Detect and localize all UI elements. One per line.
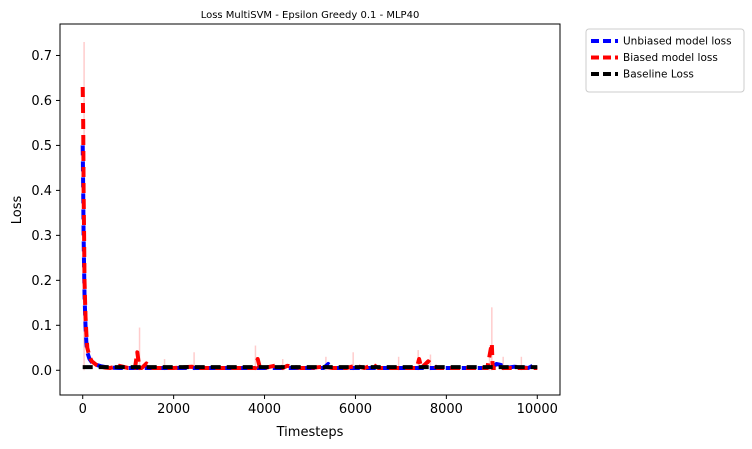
plot-frame bbox=[59, 23, 561, 396]
legend-box bbox=[585, 28, 745, 93]
y-tick-label: 0.7 bbox=[31, 49, 52, 64]
y-axis: 0.0 0.1 0.2 0.3 0.4 0.5 0.6 0.7 bbox=[31, 49, 60, 379]
legend-label: Biased model loss bbox=[623, 52, 718, 64]
y-axis-label: Loss bbox=[10, 196, 25, 225]
series-line-biased-model-loss bbox=[80, 86, 538, 370]
x-axis: 0 2000 4000 6000 8000 10000 bbox=[79, 395, 558, 417]
x-tick-label: 10000 bbox=[517, 402, 558, 417]
y-tick-label: 0.6 bbox=[31, 94, 52, 109]
x-tick-label: 6000 bbox=[339, 402, 372, 417]
y-tick-label: 0.1 bbox=[31, 319, 52, 334]
plot-area bbox=[80, 41, 539, 371]
y-tick-label: 0.5 bbox=[31, 139, 52, 154]
x-tick-label: 4000 bbox=[248, 402, 281, 417]
chart-title: Loss MultiSVM - Epsilon Greedy 0.1 - MLP… bbox=[201, 10, 420, 21]
y-tick-label: 0.4 bbox=[31, 184, 52, 199]
legend-label: Baseline Loss bbox=[623, 69, 694, 81]
x-axis-label: Timesteps bbox=[276, 425, 344, 440]
y-tick-label: 0.2 bbox=[31, 274, 52, 289]
legend: Unbiased model loss Biased model loss Base… bbox=[585, 28, 745, 93]
x-tick-label: 0 bbox=[79, 402, 87, 417]
x-tick-label: 2000 bbox=[157, 402, 190, 417]
y-tick-label: 0.3 bbox=[31, 229, 52, 244]
legend-label: Unbiased model loss bbox=[623, 36, 732, 48]
series-line-unbiased-model-loss bbox=[80, 145, 539, 370]
x-tick-label: 8000 bbox=[430, 402, 463, 417]
y-tick-label: 0.0 bbox=[31, 364, 52, 379]
